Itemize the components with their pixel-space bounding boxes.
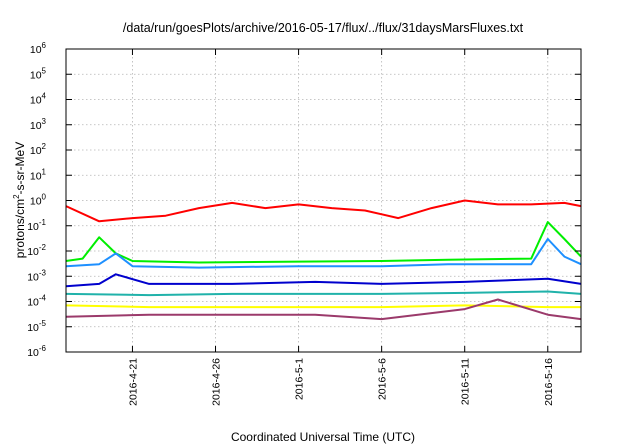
y-axis-label-pre: protons/cm	[13, 199, 27, 258]
y-tick-exponent: -5	[39, 319, 47, 328]
series-line-7	[65, 298, 582, 321]
x-axis-label: Coordinated Universal Time (UTC)	[231, 430, 415, 444]
y-tick-label: 103	[30, 117, 47, 132]
y-tick-label: 10-3	[27, 268, 46, 283]
y-tick-label: 102	[30, 142, 47, 157]
y-tick-exponent: -6	[39, 344, 47, 353]
y-tick-exponent: -3	[39, 268, 47, 277]
x-tick-label: 2016-5-11	[460, 358, 472, 405]
y-tick-label: 100	[30, 193, 47, 208]
y-axis-label-sup: 2	[12, 194, 21, 199]
y-tick-exponent: -1	[39, 218, 47, 227]
y-axis-label-post: -s-sr-MeV	[13, 142, 27, 195]
y-tick-exponent: -2	[39, 243, 47, 252]
y-tick-exponent: 6	[42, 41, 47, 50]
series-line-4	[65, 273, 582, 288]
y-tick-label: 10-5	[27, 319, 46, 334]
y-tick-exponent: 0	[42, 193, 47, 202]
series-line-5	[65, 290, 582, 297]
series-lines	[65, 199, 582, 321]
series-line-6	[65, 304, 581, 309]
chart-title: /data/run/goesPlots/archive/2016-05-17/f…	[123, 21, 524, 35]
x-tick-label: 2016-5-6	[377, 358, 389, 400]
y-tick-exponent: 4	[42, 92, 47, 101]
y-axis: 10-610-510-410-310-210-11001011021031041…	[27, 41, 581, 359]
x-tick-label: 2016-5-16	[543, 358, 555, 406]
y-tick-label: 104	[30, 92, 47, 107]
x-tick-label: 2016-5-1	[294, 358, 306, 400]
x-tick-label: 2016-4-21	[127, 358, 139, 406]
y-tick-label: 101	[30, 167, 47, 182]
y-tick-label: 10-1	[27, 218, 46, 233]
y-tick-label: 10-6	[27, 344, 46, 359]
series-line-3	[65, 238, 582, 269]
series-line-2	[65, 221, 582, 264]
grid	[66, 49, 581, 352]
y-tick-exponent: 5	[42, 66, 47, 75]
y-tick-exponent: 1	[42, 167, 47, 176]
x-tick-label: 2016-4-26	[211, 358, 223, 406]
y-tick-label: 10-4	[27, 294, 46, 309]
y-tick-exponent: 2	[42, 142, 47, 151]
y-tick-label: 105	[30, 66, 47, 81]
y-tick-label: 106	[30, 41, 47, 56]
x-axis: 2016-4-21 2016-4-26 2016-5-1 2016-5-6 2016-5…	[127, 49, 555, 406]
y-tick-exponent: 3	[42, 117, 47, 126]
y-axis-label: protons/cm2-s-sr-MeV	[12, 142, 27, 258]
series-line-1	[65, 199, 582, 223]
y-tick-exponent: -4	[39, 294, 47, 303]
y-tick-label: 10-2	[27, 243, 46, 258]
